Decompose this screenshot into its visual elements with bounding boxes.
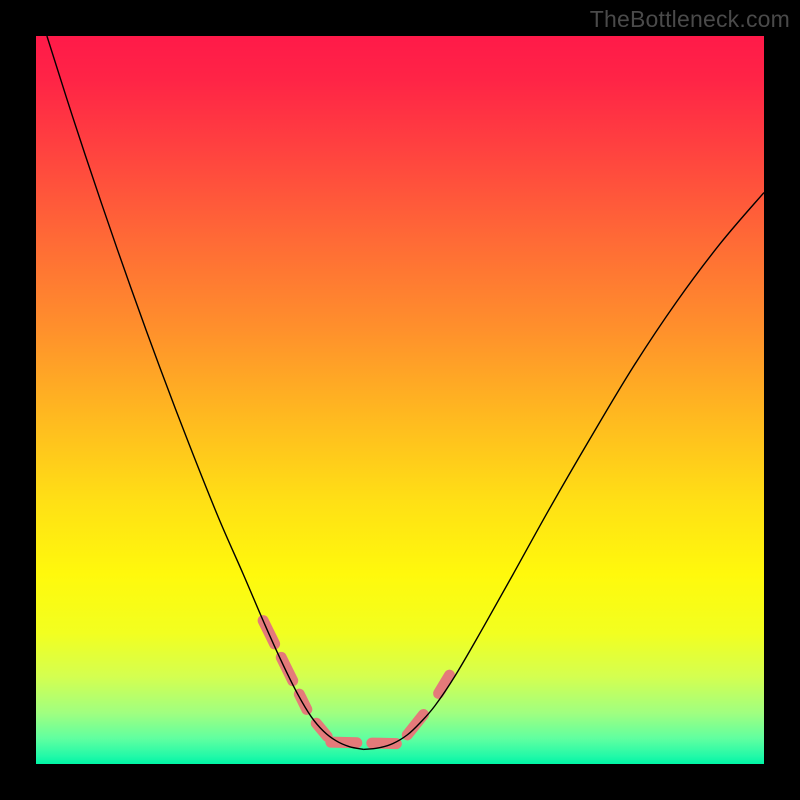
watermark-text: TheBottleneck.com (590, 6, 790, 33)
curve-left-branch (47, 36, 364, 749)
chart-frame: TheBottleneck.com (0, 0, 800, 800)
curve-right-branch (364, 193, 764, 750)
curve-layer (36, 36, 764, 764)
highlight-segment (407, 703, 432, 735)
plot-area (36, 36, 764, 764)
highlight-segment (439, 675, 450, 693)
